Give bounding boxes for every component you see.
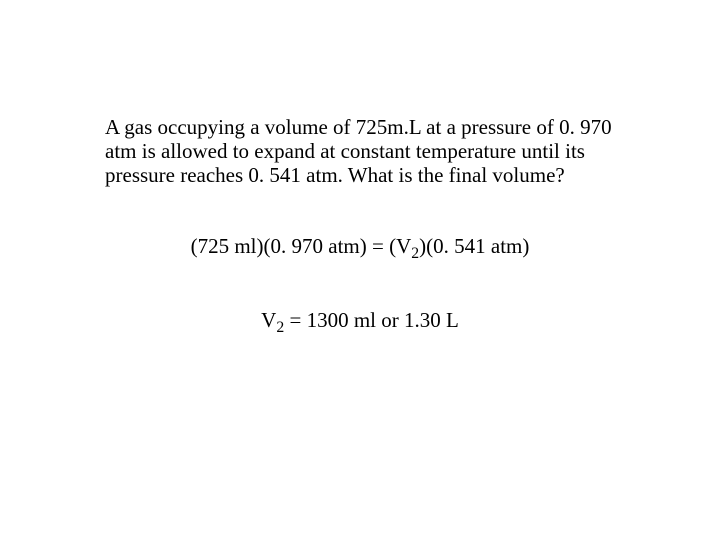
slide: A gas occupying a volume of 725m.L at a … [0,0,720,540]
eq-rhs-pressure: (0. 541 atm) [426,234,529,258]
answer-line: V2 = 1300 ml or 1.30 L [105,308,615,333]
eq-rhs-v: (V [389,234,411,258]
answer-liters: 1.30 L [404,308,459,332]
answer-equals: = [284,308,306,332]
eq-lhs-pressure: (0. 970 atm) [264,234,367,258]
eq-equals: = [367,234,389,258]
answer-or: or [376,308,404,332]
eq-rhs-subscript: 2 [411,245,419,262]
answer-ml: 1300 ml [307,308,376,332]
equation-line: (725 ml)(0. 970 atm) = (V2)(0. 541 atm) [105,234,615,259]
answer-v: V [261,308,276,332]
problem-text: A gas occupying a volume of 725m.L at a … [105,115,615,187]
eq-lhs-volume: (725 ml) [191,234,264,258]
